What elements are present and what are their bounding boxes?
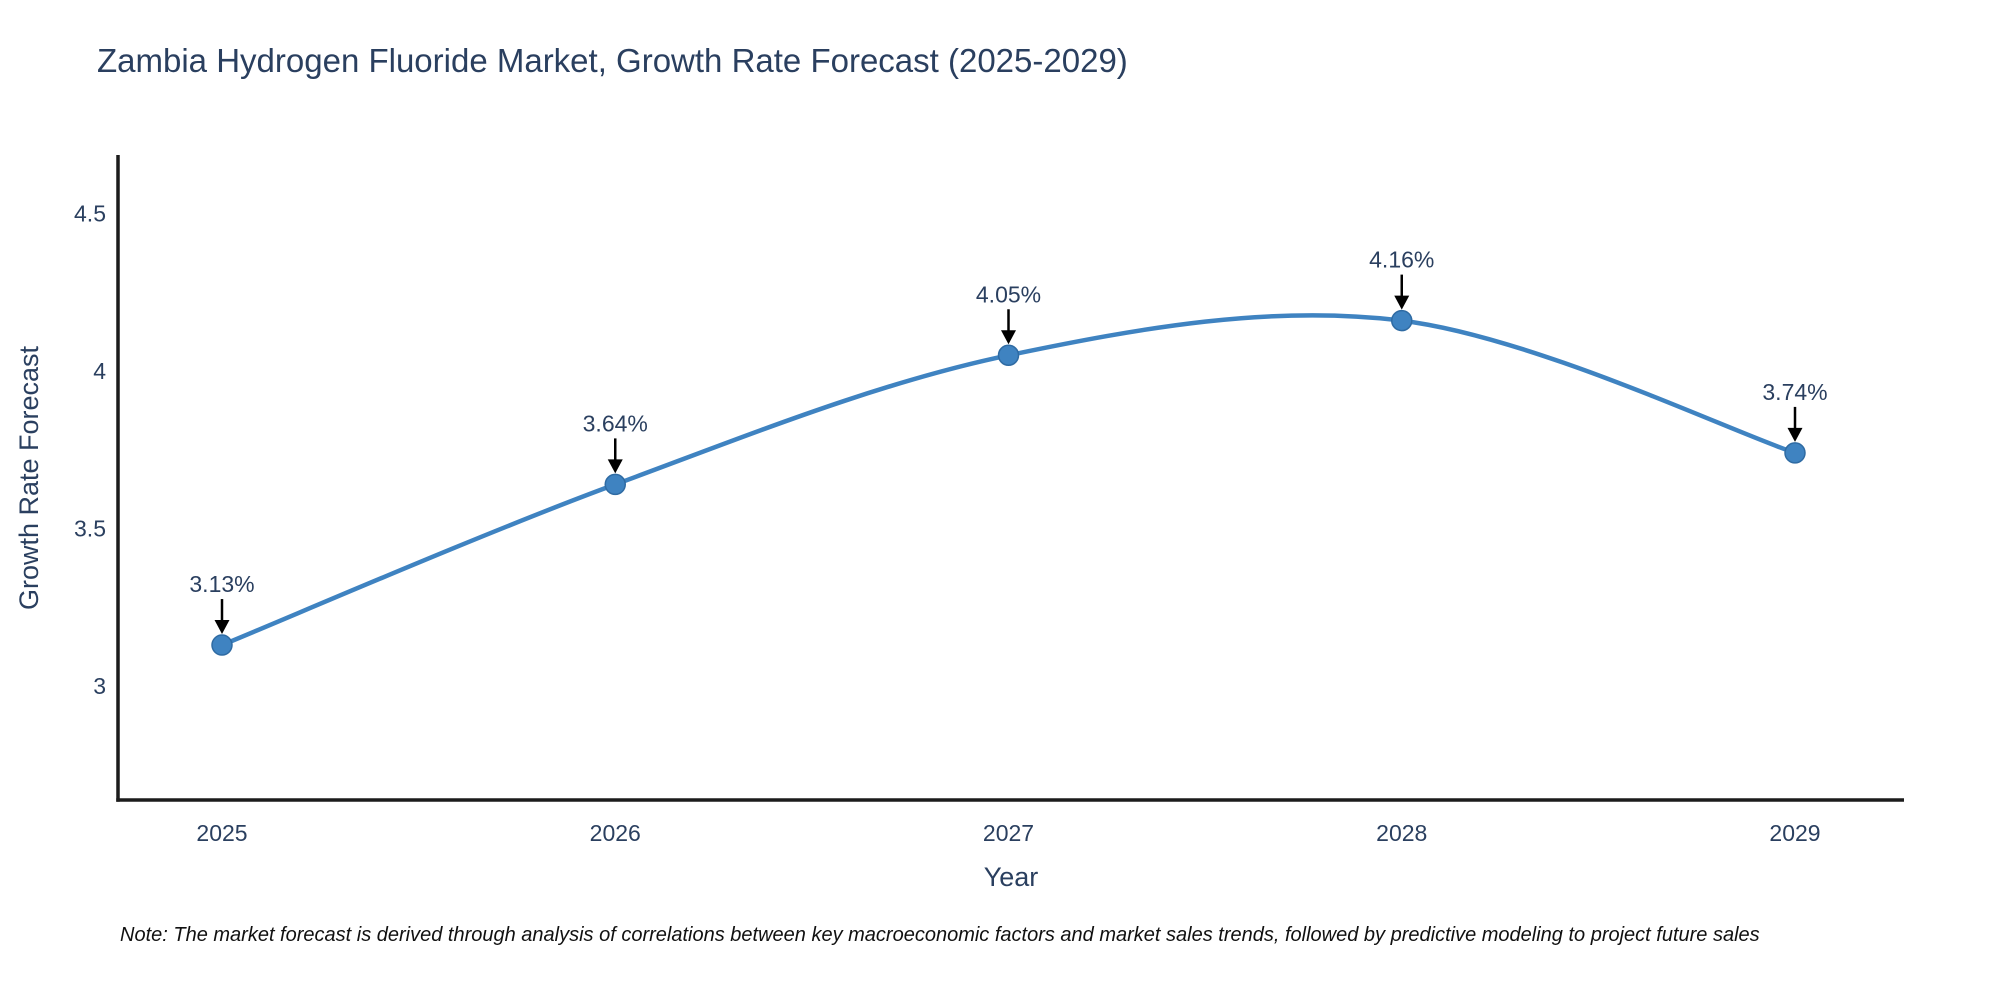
footnote: Note: The market forecast is derived thr… [120, 924, 1760, 946]
x-tick-label: 2029 [1769, 820, 1820, 846]
point-value-label: 4.05% [976, 281, 1041, 307]
y-tick-label: 4.5 [74, 201, 106, 227]
annotation-arrow-head-icon [607, 459, 623, 474]
x-tick-label: 2025 [196, 820, 247, 846]
chart-title: Zambia Hydrogen Fluoride Market, Growth … [97, 42, 1128, 79]
y-tick-label: 3 [93, 673, 106, 699]
x-tick-label: 2028 [1376, 820, 1427, 846]
y-tick-label: 3.5 [74, 516, 106, 542]
annotation-arrow-head-icon [1001, 330, 1016, 345]
data-point-marker [997, 344, 1020, 366]
series-growth-rate [211, 309, 1806, 656]
x-tick-label: 2026 [590, 820, 641, 846]
annotation-arrow-head-icon [214, 620, 230, 635]
point-annotations: 3.13% 3.64% 4.05% 4.16% 3.74% [189, 247, 1828, 635]
data-point-marker [1784, 442, 1806, 464]
point-value-label: 3.74% [1762, 379, 1827, 405]
point-value-label: 3.64% [583, 410, 648, 436]
annotation-arrow-head-icon [1787, 427, 1803, 442]
data-point-marker [1391, 309, 1413, 332]
annotation-arrow-head-icon [1394, 295, 1410, 310]
point-value-label: 3.13% [189, 571, 254, 597]
y-axis-title: Growth Rate Forecast [14, 345, 44, 610]
data-point-marker [211, 634, 233, 656]
x-axis-title: Year [984, 862, 1039, 892]
x-tick-label: 2027 [983, 820, 1034, 846]
data-point-marker [604, 473, 626, 496]
y-tick-label: 4 [93, 358, 106, 384]
y-axis-ticks: 3 3.5 4 4.5 [74, 201, 106, 700]
point-value-label: 4.16% [1369, 247, 1434, 273]
x-axis-ticks: 2025 2026 2027 2028 2029 [196, 820, 1820, 846]
